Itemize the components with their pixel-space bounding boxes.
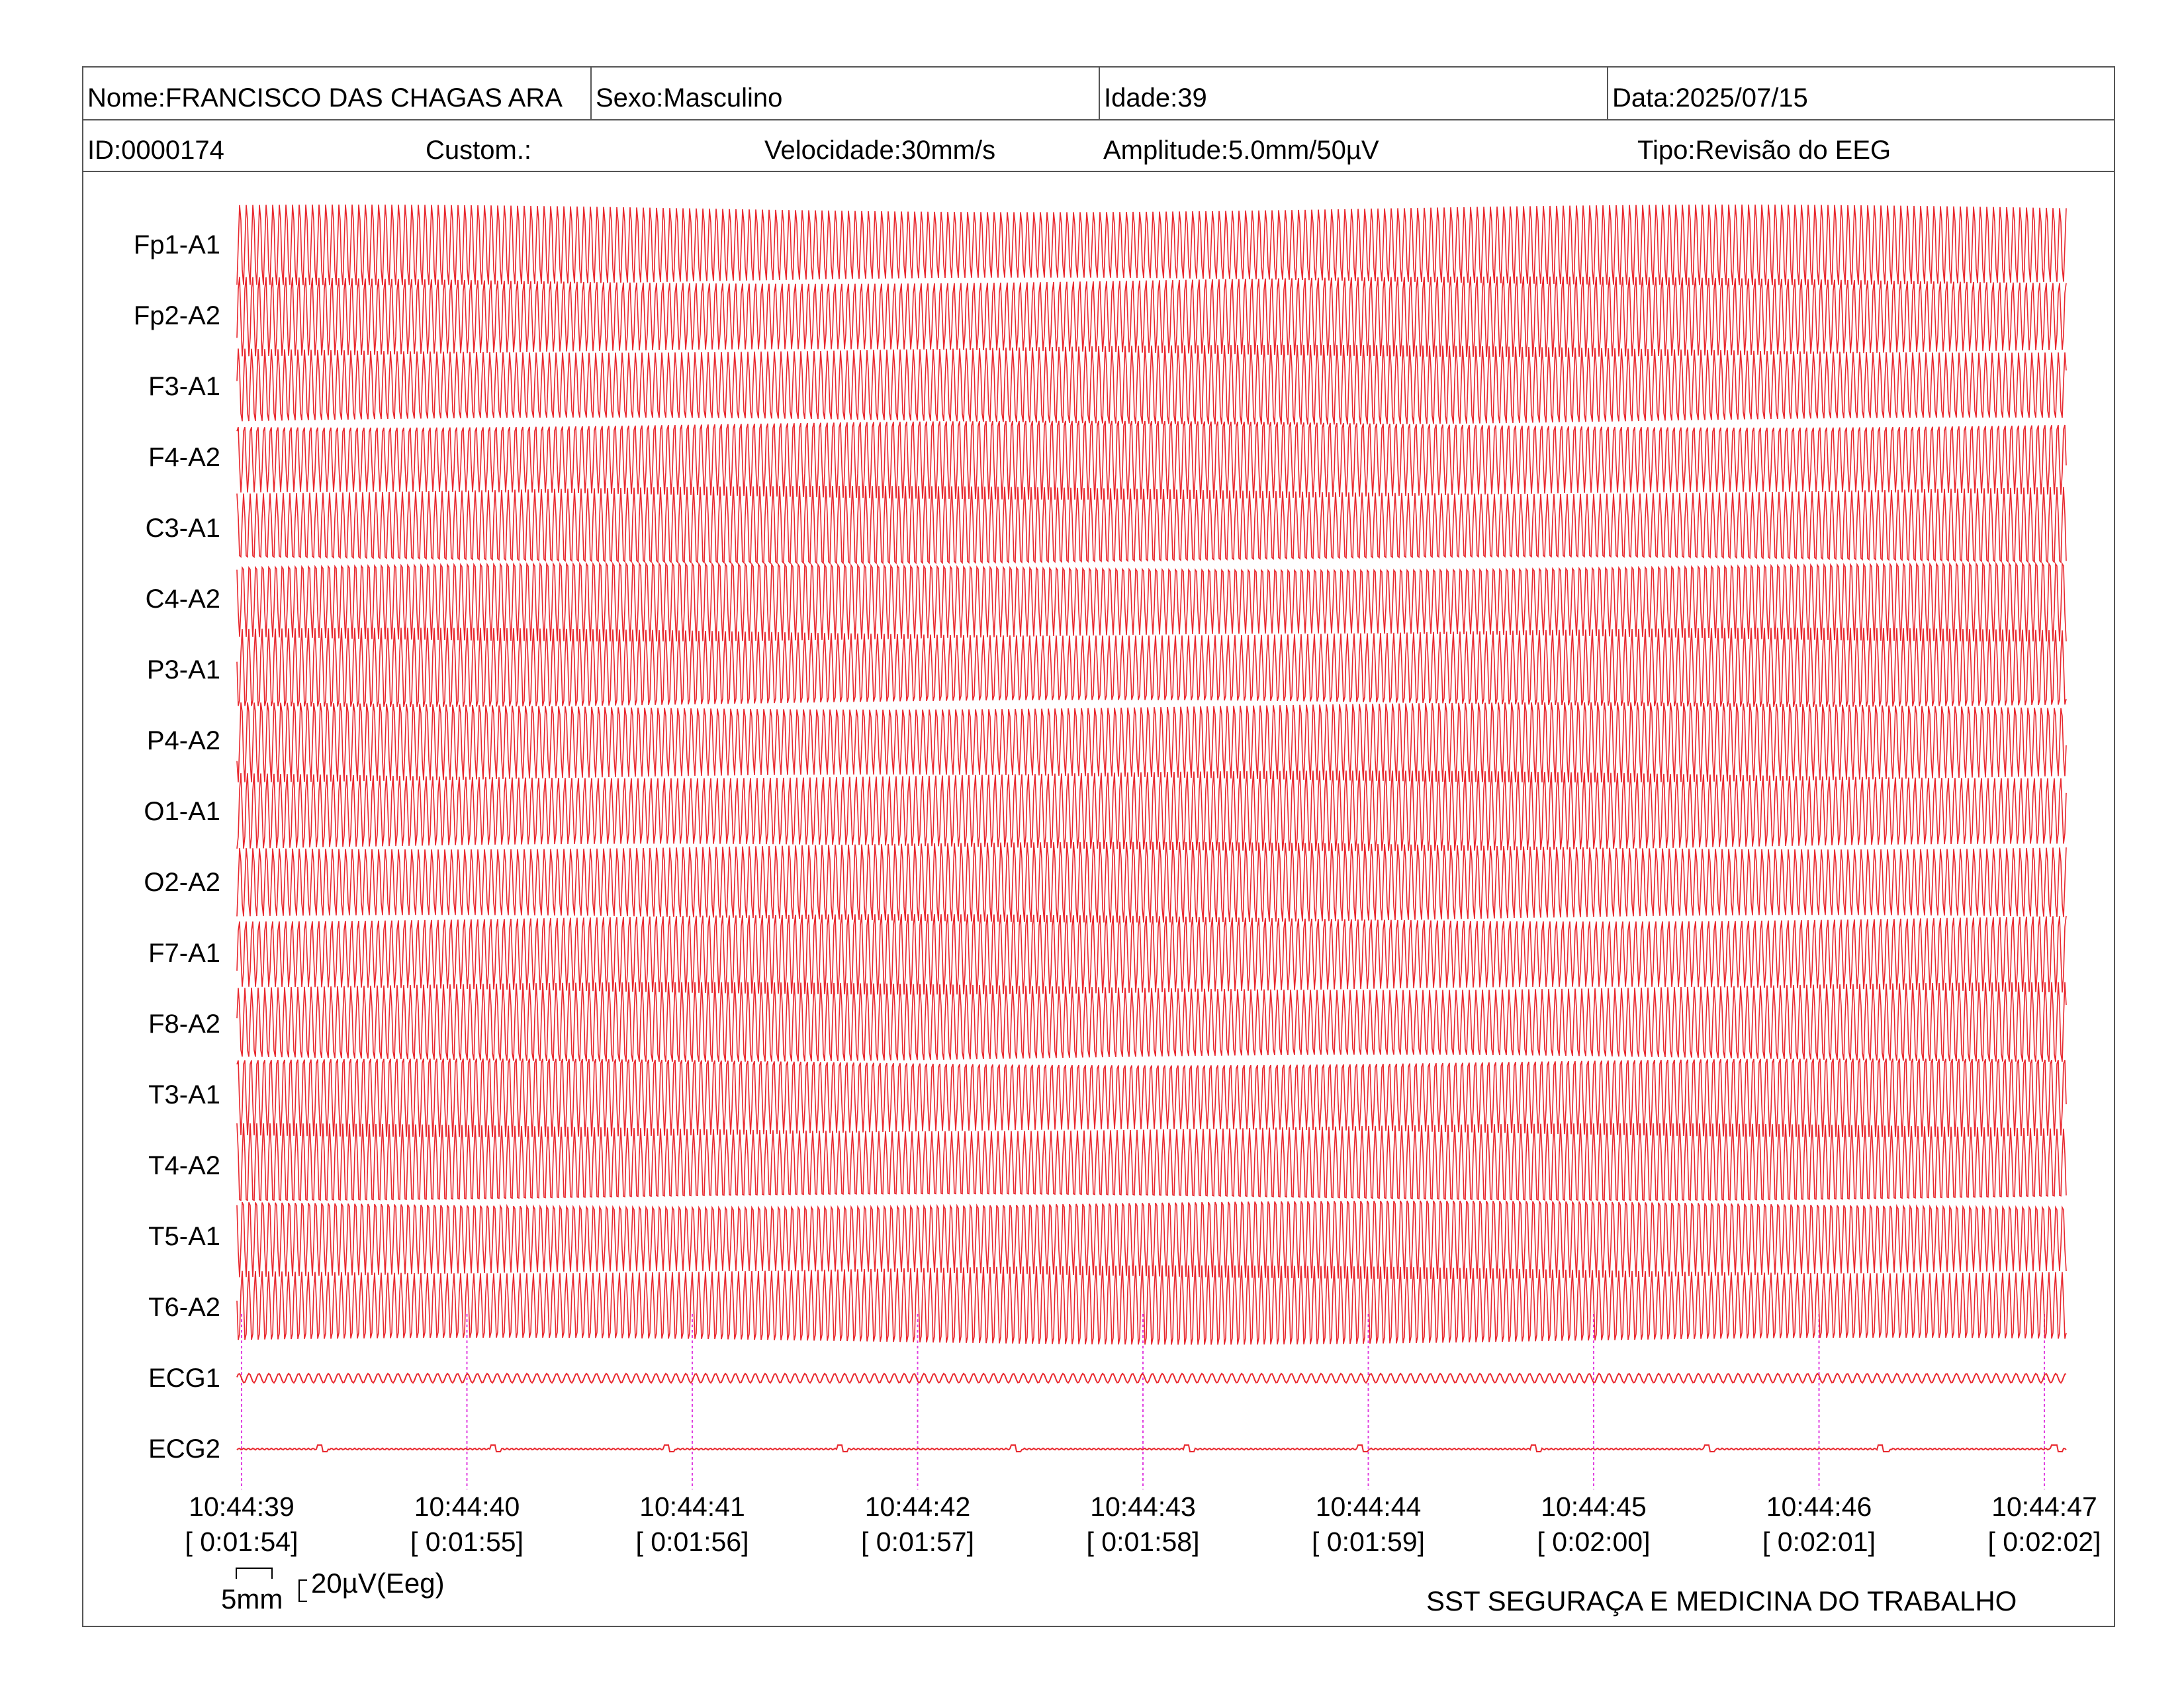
channel-trace — [236, 841, 2067, 923]
patient-id: ID:0000174 — [87, 136, 224, 165]
time-tick-clock: 10:44:45 — [1541, 1491, 1647, 1522]
patient-name: Nome:FRANCISCO DAS CHAGAS ARA — [87, 83, 563, 113]
header-col-divider — [1607, 66, 1608, 119]
time-tick-clock: 10:44:47 — [1991, 1491, 2097, 1522]
time-tick-elapsed: [ 0:01:54] — [185, 1526, 298, 1557]
custom-field: Custom.: — [426, 136, 532, 165]
time-tick-clock: 10:44:44 — [1316, 1491, 1422, 1522]
time-tick-clock: 10:44:40 — [414, 1491, 520, 1522]
channel-label: O2-A2 — [144, 868, 220, 897]
channel-trace — [236, 914, 2067, 995]
header-col-divider — [1099, 66, 1100, 119]
review-type: Tipo:Revisão do EEG — [1637, 136, 1891, 165]
channel-trace — [236, 205, 2067, 285]
header-divider-1 — [82, 119, 2115, 120]
channel-label: ECG1 — [148, 1364, 220, 1393]
channel-label: T5-A1 — [148, 1222, 220, 1251]
patient-age: Idade:39 — [1104, 83, 1207, 113]
channel-label: F7-A1 — [148, 939, 220, 968]
amp-scale-icon — [298, 1579, 307, 1602]
time-tick-elapsed: [ 0:02:00] — [1537, 1526, 1651, 1557]
channel-label: ECG2 — [148, 1434, 220, 1464]
channel-trace — [236, 771, 2067, 851]
channel-trace — [236, 1200, 2067, 1279]
amplitude-setting: Amplitude:5.0mm/50µV — [1103, 136, 1379, 165]
channel-trace — [236, 1444, 2067, 1452]
channel-label: F4-A2 — [148, 443, 220, 472]
time-tick-clock: 10:44:42 — [865, 1491, 971, 1522]
time-tick-elapsed: [ 0:01:57] — [861, 1526, 974, 1557]
channel-label: T4-A2 — [148, 1151, 220, 1180]
channel-label: C3-A1 — [146, 514, 220, 543]
channel-label: P3-A1 — [147, 655, 220, 684]
time-scale-label: 5mm — [221, 1583, 283, 1615]
time-tick-clock: 10:44:46 — [1766, 1491, 1872, 1522]
channel-trace — [236, 276, 2067, 357]
channel-label: O1-A1 — [144, 797, 220, 826]
time-tick-elapsed: [ 0:01:55] — [410, 1526, 523, 1557]
channel-label: Fp1-A1 — [134, 230, 220, 259]
channel-label: F3-A1 — [148, 372, 220, 401]
channel-trace — [236, 702, 2067, 782]
time-tick-clock: 10:44:43 — [1090, 1491, 1196, 1522]
channel-label: P4-A2 — [147, 726, 220, 755]
exam-date: Data:2025/07/15 — [1612, 83, 1808, 113]
channel-label: C4-A2 — [146, 585, 220, 614]
channel-trace — [236, 1265, 2067, 1345]
channel-label: F8-A2 — [148, 1009, 220, 1039]
time-tick-elapsed: [ 0:01:59] — [1312, 1526, 1425, 1557]
channel-trace — [236, 344, 2067, 425]
channel-trace — [236, 561, 2067, 641]
time-tick-elapsed: [ 0:01:58] — [1087, 1526, 1200, 1557]
amp-scale-label: 20µV(Eeg) — [311, 1568, 445, 1599]
channel-trace — [236, 628, 2067, 707]
header-divider-2 — [82, 171, 2115, 172]
channel-trace — [236, 485, 2067, 565]
patient-sex: Sexo:Masculino — [596, 83, 783, 113]
channel-label: Fp2-A2 — [134, 301, 220, 330]
channel-trace — [236, 1123, 2067, 1201]
scale-bar-icon — [236, 1568, 273, 1579]
time-tick-elapsed: [ 0:02:01] — [1762, 1526, 1876, 1557]
speed-setting: Velocidade:30mm/s — [764, 136, 996, 165]
time-tick-clock: 10:44:41 — [639, 1491, 745, 1522]
time-tick-elapsed: [ 0:02:02] — [1988, 1526, 2101, 1557]
channel-trace — [236, 1372, 2067, 1384]
channel-label: T6-A2 — [148, 1293, 220, 1322]
channel-label: T3-A1 — [148, 1080, 220, 1109]
channel-trace — [236, 420, 2067, 500]
footer-org: SST SEGURAÇA E MEDICINA DO TRABALHO — [1426, 1585, 2017, 1617]
time-tick-clock: 10:44:39 — [189, 1491, 295, 1522]
time-tick-elapsed: [ 0:01:56] — [636, 1526, 749, 1557]
channel-trace — [236, 982, 2067, 1062]
header-col-divider — [590, 66, 592, 119]
channel-trace — [236, 1058, 2067, 1137]
